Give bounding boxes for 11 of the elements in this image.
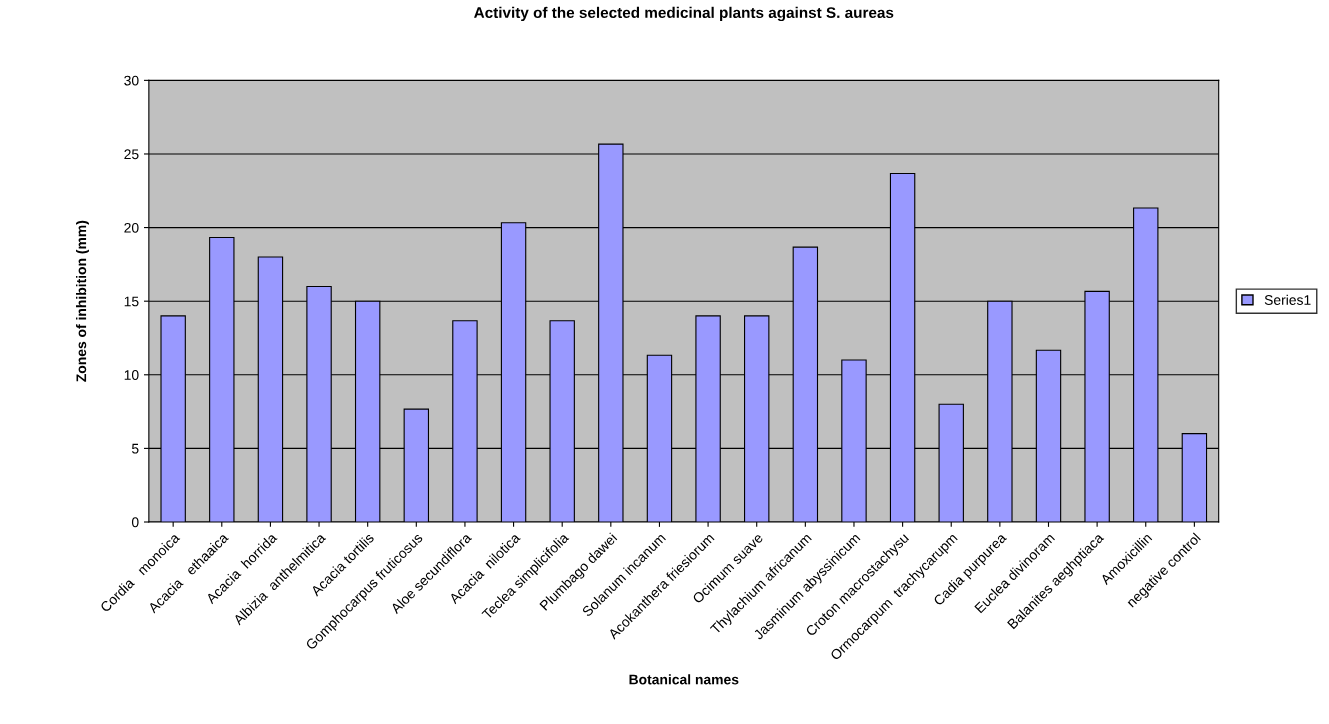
legend-label: Series1 [1264, 294, 1311, 305]
x-axis-title: Botanical names [629, 674, 739, 685]
y-tick-label: 15 [124, 296, 139, 307]
y-tick-label: 5 [131, 443, 139, 454]
y-tick-label: 0 [131, 517, 139, 528]
y-tick-label: 20 [124, 222, 139, 233]
y-tick-label: 10 [124, 370, 139, 380]
y-axis-title: Zones of inhibition (mm) [76, 220, 89, 382]
y-tick-label: 25 [124, 149, 139, 160]
y-tick-label: 30 [124, 75, 139, 86]
chart-title: Activity of the selected medicinal plants against S. aureas [474, 6, 894, 22]
